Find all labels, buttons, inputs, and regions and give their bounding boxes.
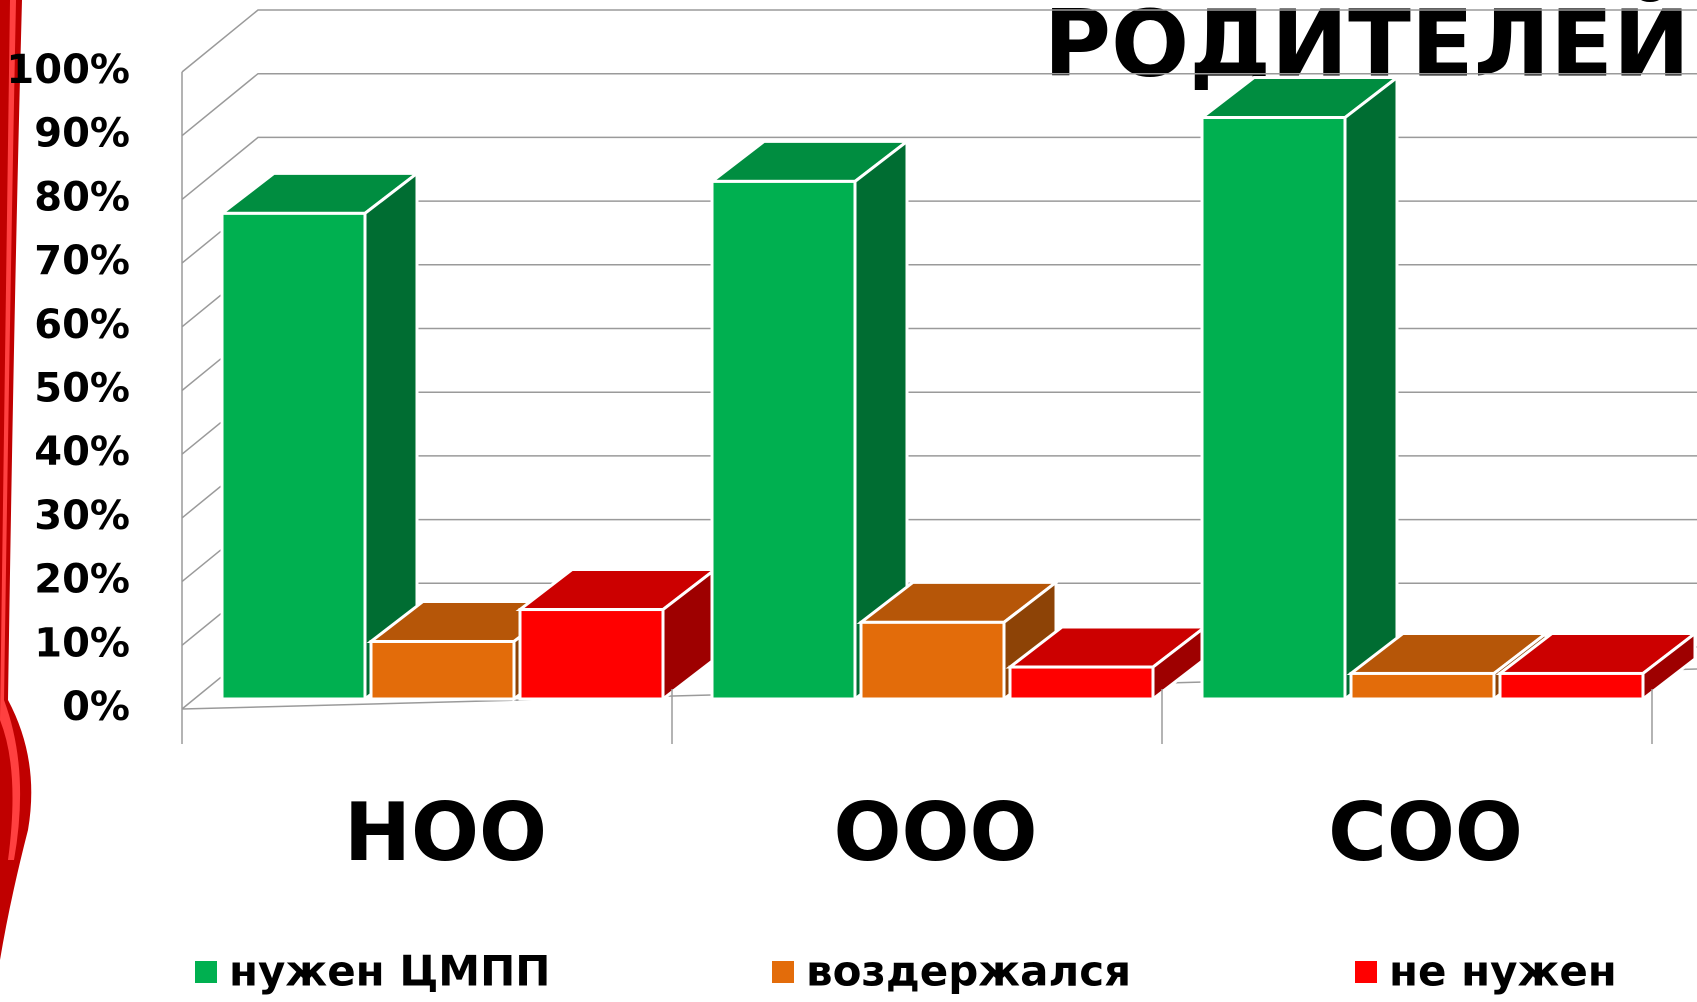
y-tick-label: 0% (62, 684, 130, 730)
decoration (0, 0, 21, 860)
y-tick-label: 10% (34, 620, 130, 666)
legend-label: не нужен (1389, 947, 1617, 996)
bar (1498, 671, 1645, 701)
bar (369, 639, 516, 701)
bar (1008, 665, 1155, 701)
y-tick-label: 100% (6, 47, 130, 93)
legend-label: воздержался (806, 947, 1131, 996)
bar (1200, 116, 1347, 701)
grid-line (181, 9, 1697, 73)
x-tick-label: СОО (1328, 786, 1523, 879)
y-tick-label: 50% (34, 366, 130, 412)
y-tick-label: 30% (34, 493, 130, 539)
y-tick-label: 60% (34, 302, 130, 348)
y-tick-label: 40% (34, 429, 130, 475)
legend-swatch (1355, 961, 1377, 983)
bar-side (1343, 74, 1399, 703)
legend-swatch (772, 961, 794, 983)
legend-swatch (195, 961, 217, 983)
bar (518, 608, 665, 701)
y-tick-label: 20% (34, 557, 130, 603)
y-tick-label: 70% (34, 238, 130, 284)
bar (1349, 671, 1496, 701)
bar (220, 211, 367, 701)
x-tick-label: НОО (344, 786, 547, 879)
bar (710, 179, 857, 701)
x-tick-label: ООО (833, 786, 1037, 879)
legend-label: нужен ЦМПП (229, 947, 550, 996)
grid-line (181, 72, 1697, 137)
y-tick-label: 80% (34, 174, 130, 220)
y-tick-label: 90% (34, 111, 130, 157)
bar (859, 620, 1006, 701)
